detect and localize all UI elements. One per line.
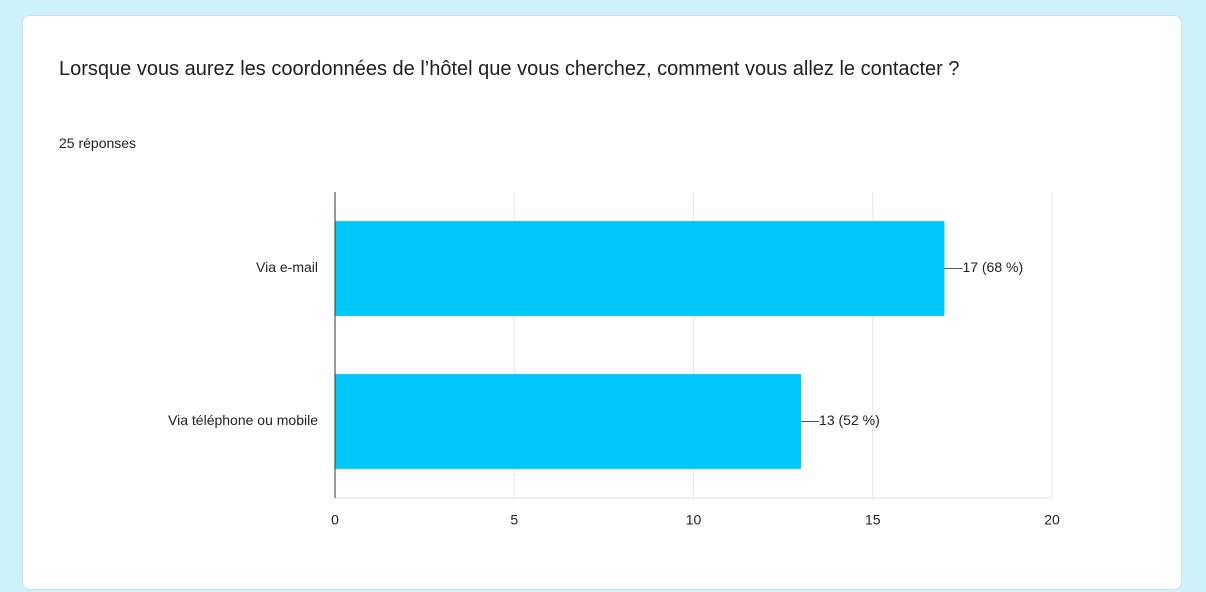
- response-count: 25 réponses: [59, 135, 137, 151]
- x-tick-label: 10: [686, 512, 702, 528]
- bar: [335, 374, 802, 469]
- x-tick-label: 20: [1044, 512, 1060, 528]
- bar: [335, 221, 945, 316]
- y-tick-label: Via téléphone ou mobile: [168, 412, 318, 428]
- x-tick-label: 5: [510, 512, 518, 528]
- y-tick-label: Via e-mail: [256, 259, 318, 275]
- card: Lorsque vous aurez les coordonnées de l’…: [22, 15, 1182, 590]
- value-label: 13 (52 %): [819, 412, 880, 428]
- value-label: 17 (68 %): [962, 259, 1023, 275]
- x-tick-label: 15: [865, 512, 881, 528]
- x-tick-label: 0: [331, 512, 339, 528]
- question-title: Lorsque vous aurez les coordonnées de l’…: [59, 58, 960, 80]
